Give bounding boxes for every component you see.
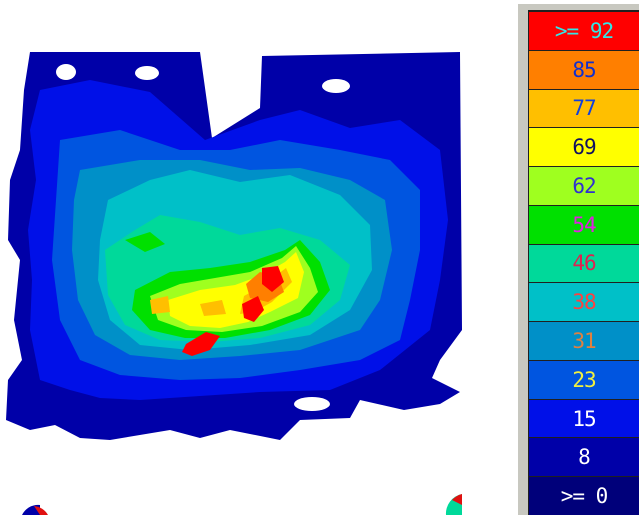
- legend-label: >= 92: [554, 18, 614, 43]
- legend-label: >= 0: [560, 484, 609, 509]
- heatmap-contours: [6, 52, 462, 440]
- bottom-markers: [22, 494, 462, 515]
- marker-right-red: [452, 494, 462, 505]
- map-hole: [135, 66, 159, 80]
- legend-level: 85: [528, 49, 639, 89]
- legend-label: 15: [572, 406, 596, 431]
- legend-label: 85: [572, 57, 596, 82]
- contour-level-92: [182, 266, 284, 356]
- map-holes: [56, 64, 350, 411]
- legend-level: 38: [528, 282, 639, 322]
- legend-level: >= 92: [528, 10, 639, 50]
- marker-left-red: [34, 506, 48, 515]
- legend-level: 69: [528, 127, 639, 167]
- legend-level: >= 0: [528, 476, 639, 515]
- legend-label: 54: [572, 212, 596, 237]
- legend-level: 62: [528, 166, 639, 205]
- legend-label: 8: [578, 445, 591, 470]
- legend-level: 46: [528, 243, 639, 283]
- legend-label: 77: [572, 96, 596, 121]
- color-legend: >= 92 85 77 69 62 54 46 38 31 23 15 8 >=…: [528, 10, 639, 515]
- legend-level: 54: [528, 204, 639, 244]
- legend-level: 31: [528, 321, 639, 360]
- heatmap-plot: [6, 52, 462, 515]
- map-hole: [322, 79, 350, 93]
- map-hole: [56, 64, 76, 80]
- legend-label: 46: [572, 251, 596, 276]
- legend-level: 77: [528, 88, 639, 128]
- legend-label: 23: [572, 367, 596, 392]
- legend-label: 38: [572, 290, 596, 315]
- map-hole: [294, 397, 330, 411]
- legend-level: 8: [528, 437, 639, 477]
- legend-label: 31: [572, 329, 596, 353]
- legend-level: 15: [528, 398, 639, 438]
- legend-label: 69: [572, 135, 596, 160]
- legend-level: 23: [528, 359, 639, 399]
- legend-label: 62: [572, 173, 596, 198]
